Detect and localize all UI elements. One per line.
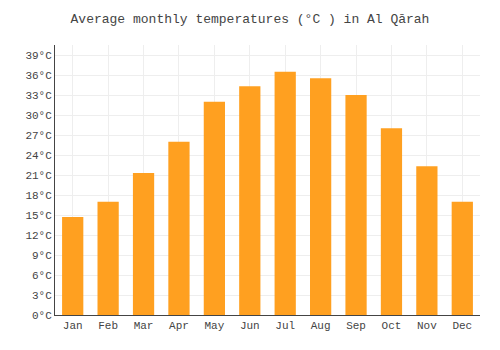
svg-text:27°C: 27°C <box>25 130 52 142</box>
svg-text:Jul: Jul <box>275 320 295 332</box>
svg-text:3°C: 3°C <box>32 290 52 302</box>
svg-text:Aug: Aug <box>311 320 331 332</box>
svg-text:Dec: Dec <box>452 320 472 332</box>
svg-text:18°C: 18°C <box>25 190 52 202</box>
svg-text:6°C: 6°C <box>32 270 52 282</box>
svg-text:Sep: Sep <box>346 320 366 332</box>
svg-text:21°C: 21°C <box>25 170 52 182</box>
svg-text:Feb: Feb <box>98 320 118 332</box>
svg-text:Jun: Jun <box>240 320 260 332</box>
svg-text:0°C: 0°C <box>32 310 52 322</box>
svg-text:Oct: Oct <box>382 320 402 332</box>
svg-text:33°C: 33°C <box>25 90 52 102</box>
svg-text:30°C: 30°C <box>25 110 52 122</box>
svg-text:Jan: Jan <box>63 320 83 332</box>
svg-text:Average monthly temperatures (: Average monthly temperatures (°C ) in Al… <box>71 12 430 27</box>
svg-text:Mar: Mar <box>134 320 154 332</box>
svg-text:Apr: Apr <box>169 320 189 332</box>
svg-text:12°C: 12°C <box>25 230 52 242</box>
svg-text:24°C: 24°C <box>25 150 52 162</box>
svg-text:36°C: 36°C <box>25 70 52 82</box>
svg-text:Nov: Nov <box>417 320 437 332</box>
svg-text:9°C: 9°C <box>32 250 52 262</box>
svg-text:May: May <box>204 320 224 332</box>
svg-text:15°C: 15°C <box>25 210 52 222</box>
svg-text:39°C: 39°C <box>25 50 52 62</box>
